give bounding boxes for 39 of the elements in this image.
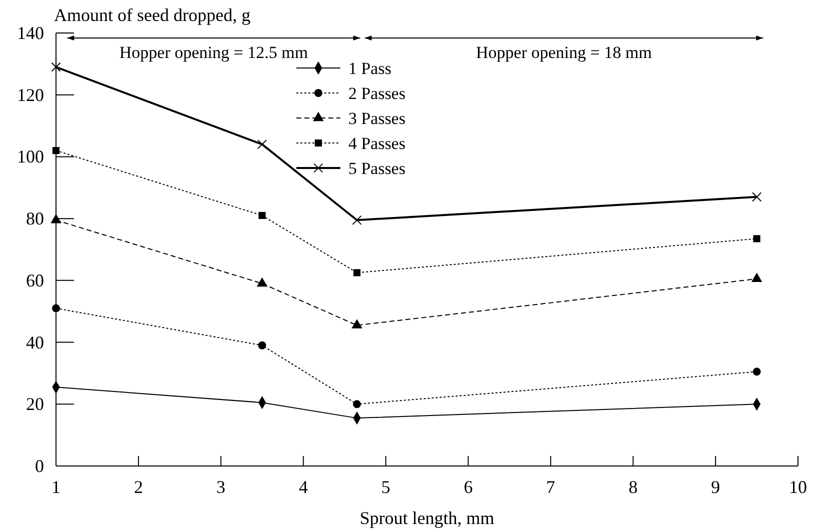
point <box>258 212 266 220</box>
x-tick-label: 8 <box>628 477 638 497</box>
point <box>51 62 61 72</box>
y-tick-label: 80 <box>26 208 44 229</box>
y-tick-label: 0 <box>35 456 44 476</box>
x-tick-label: 5 <box>381 477 390 497</box>
x-tick-label: 9 <box>711 477 720 497</box>
annotation: Hopper opening = 12.5 mm <box>119 43 308 62</box>
x-tick-label: 1 <box>52 477 60 497</box>
point <box>258 341 266 350</box>
point <box>257 140 267 150</box>
point <box>352 400 361 408</box>
x-tick-label: 2 <box>134 477 143 497</box>
y-tick-label: 100 <box>17 146 44 167</box>
legend-label: 5 Passes <box>348 159 406 178</box>
point <box>52 146 60 154</box>
legend-label: 4 Passes <box>348 134 406 153</box>
point <box>752 368 761 376</box>
legend-label: 3 Passes <box>348 109 406 128</box>
point <box>752 192 762 202</box>
point <box>353 269 360 276</box>
legend-label: 1 Pass <box>348 59 392 78</box>
x-tick-label: 3 <box>216 477 226 497</box>
point <box>52 304 60 312</box>
y-tick-label: 140 <box>17 23 44 43</box>
point <box>352 215 362 225</box>
y-axis-title: Amount of seed dropped, g <box>54 5 250 25</box>
x-tick-label: 10 <box>789 477 807 497</box>
x-tick-label: 6 <box>464 477 473 497</box>
y-tick-label: 40 <box>26 332 44 352</box>
x-tick-label: 4 <box>298 477 308 497</box>
point <box>753 235 760 242</box>
x-axis-title: Sprout length, mm <box>360 508 494 528</box>
annotation: Hopper opening = 18 mm <box>476 43 652 62</box>
legend-label: 2 Passes <box>348 84 406 103</box>
y-tick-label: 120 <box>17 84 44 105</box>
x-tick-label: 7 <box>546 477 556 497</box>
y-tick-label: 60 <box>26 270 44 290</box>
y-tick-label: 20 <box>26 394 44 414</box>
